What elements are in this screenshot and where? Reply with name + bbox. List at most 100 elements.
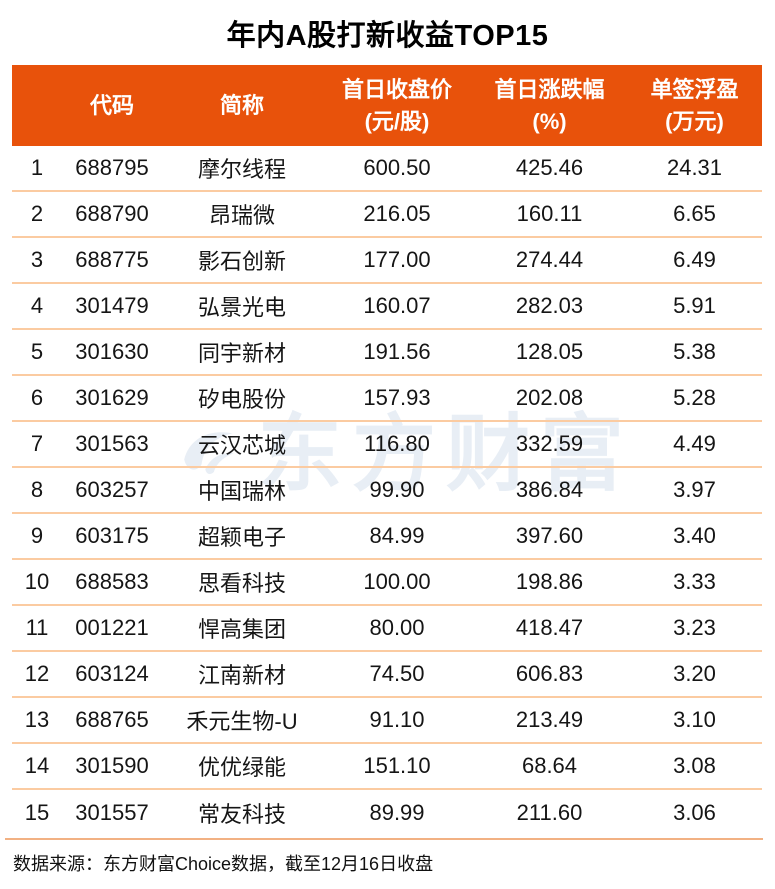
cell-name: 思看科技 <box>197 571 286 596</box>
column-header-label: 简称 <box>219 92 264 118</box>
cell-code: 001221 <box>75 615 149 640</box>
cell-rank: 9 <box>30 523 44 548</box>
cell-price: 100.00 <box>363 569 431 594</box>
column-header-label: 首日收盘价 <box>341 76 452 102</box>
cell-profit: 3.06 <box>673 800 716 825</box>
cell-profit: 3.23 <box>673 615 716 640</box>
cell-name: 弘景光电 <box>197 295 286 320</box>
table-row: 10 688583 思看科技 100.00 198.86 3.33 <box>12 560 762 606</box>
cell-rank: 5 <box>30 339 44 364</box>
cell-name: 云汉芯城 <box>197 433 286 458</box>
footer-divider <box>5 838 763 840</box>
column-header-name: 简称 <box>162 65 322 146</box>
table-row: 13 688765 禾元生物-U 91.10 213.49 3.10 <box>12 698 762 744</box>
cell-change: 418.47 <box>515 615 584 640</box>
data-source-note: 数据来源：东方财富Choice数据，截至12月16日收盘 <box>13 854 434 874</box>
cell-profit: 3.33 <box>673 569 716 594</box>
cell-price: 216.05 <box>363 201 431 226</box>
cell-rank: 3 <box>30 247 44 272</box>
cell-price: 91.10 <box>369 707 425 732</box>
table-row: 6 301629 矽电股份 157.93 202.08 5.28 <box>12 376 762 422</box>
cell-price: 84.99 <box>369 523 425 548</box>
cell-code: 688775 <box>75 247 149 272</box>
cell-price: 80.00 <box>369 615 425 640</box>
column-header-change: 首日涨跌幅 (%) <box>472 65 627 146</box>
cell-profit: 5.38 <box>673 339 716 364</box>
cell-price: 600.50 <box>363 155 431 180</box>
cell-name: 江南新材 <box>197 663 286 688</box>
table-row: 2 688790 昂瑞微 216.05 160.11 6.65 <box>12 192 762 238</box>
cell-rank: 13 <box>24 707 50 732</box>
cell-code: 603257 <box>75 477 149 502</box>
table-header: 代码 简称 首日收盘价 (元/股) 首日涨跌幅 (%) 单签浮盈 (万元) <box>12 65 762 146</box>
cell-price: 177.00 <box>363 247 431 272</box>
cell-change: 68.64 <box>521 753 578 778</box>
cell-rank: 6 <box>30 385 44 410</box>
table-row: 15 301557 常友科技 89.99 211.60 3.06 <box>12 790 762 836</box>
cell-price: 99.90 <box>369 477 425 502</box>
cell-rank: 10 <box>24 569 50 594</box>
cell-change: 332.59 <box>515 431 584 456</box>
cell-code: 301630 <box>75 339 149 364</box>
cell-name: 禾元生物-U <box>186 709 298 734</box>
cell-profit: 6.49 <box>673 247 716 272</box>
cell-profit: 5.28 <box>673 385 716 410</box>
column-header-price: 首日收盘价 (元/股) <box>322 65 472 146</box>
cell-code: 688765 <box>75 707 149 732</box>
column-header-unit: (%) <box>532 108 567 134</box>
cell-name: 摩尔线程 <box>197 157 286 182</box>
table-row: 9 603175 超颖电子 84.99 397.60 3.40 <box>12 514 762 560</box>
cell-rank: 15 <box>24 800 50 825</box>
cell-change: 386.84 <box>515 477 584 502</box>
cell-rank: 11 <box>25 615 49 640</box>
cell-change: 282.03 <box>515 293 584 318</box>
cell-profit: 3.40 <box>673 523 716 548</box>
cell-change: 198.86 <box>515 569 584 594</box>
cell-change: 397.60 <box>515 523 584 548</box>
cell-profit: 3.97 <box>673 477 716 502</box>
cell-name: 常友科技 <box>197 802 286 827</box>
cell-rank: 8 <box>30 477 44 502</box>
cell-code: 301590 <box>75 753 149 778</box>
cell-profit: 3.10 <box>673 707 716 732</box>
cell-profit: 5.91 <box>673 293 716 318</box>
cell-price: 151.10 <box>363 753 431 778</box>
cell-price: 116.80 <box>364 431 430 456</box>
cell-rank: 14 <box>24 753 50 778</box>
cell-profit: 3.08 <box>673 753 716 778</box>
cell-rank: 12 <box>24 661 50 686</box>
cell-price: 89.99 <box>369 800 425 825</box>
cell-code: 603175 <box>75 523 149 548</box>
table-row: 5 301630 同宇新材 191.56 128.05 5.38 <box>12 330 762 376</box>
cell-price: 191.56 <box>363 339 431 364</box>
cell-profit: 3.20 <box>673 661 716 686</box>
column-header-label: 首日涨跌幅 <box>494 76 605 102</box>
cell-code: 603124 <box>75 661 149 686</box>
page-title: 年内A股打新收益TOP15 <box>226 20 549 52</box>
column-header-rank <box>12 65 62 146</box>
cell-code: 301479 <box>75 293 149 318</box>
table-row: 3 688775 影石创新 177.00 274.44 6.49 <box>12 238 762 284</box>
cell-profit: 4.49 <box>673 431 716 456</box>
cell-code: 688790 <box>75 201 149 226</box>
cell-profit: 24.31 <box>666 155 723 180</box>
cell-change: 425.46 <box>515 155 584 180</box>
cell-rank: 1 <box>30 155 44 180</box>
cell-price: 74.50 <box>369 661 425 686</box>
table-body: 1 688795 摩尔线程 600.50 425.46 24.31 2 688790 昂瑞微 21… <box>12 146 762 836</box>
table-row: 11 001221 悍高集团 80.00 418.47 3.23 <box>12 606 762 652</box>
cell-change: 213.49 <box>515 707 584 732</box>
cell-change: 128.05 <box>515 339 584 364</box>
cell-change: 160.11 <box>516 201 583 226</box>
cell-name: 中国瑞林 <box>197 479 286 504</box>
cell-name: 矽电股份 <box>197 387 286 412</box>
column-header-label: 代码 <box>89 92 134 118</box>
table-row: 8 603257 中国瑞林 99.90 386.84 3.97 <box>12 468 762 514</box>
cell-price: 160.07 <box>363 293 431 318</box>
cell-code: 301629 <box>75 385 149 410</box>
cell-code: 301557 <box>75 800 149 825</box>
cell-rank: 4 <box>30 293 44 318</box>
cell-change: 211.60 <box>516 800 583 825</box>
